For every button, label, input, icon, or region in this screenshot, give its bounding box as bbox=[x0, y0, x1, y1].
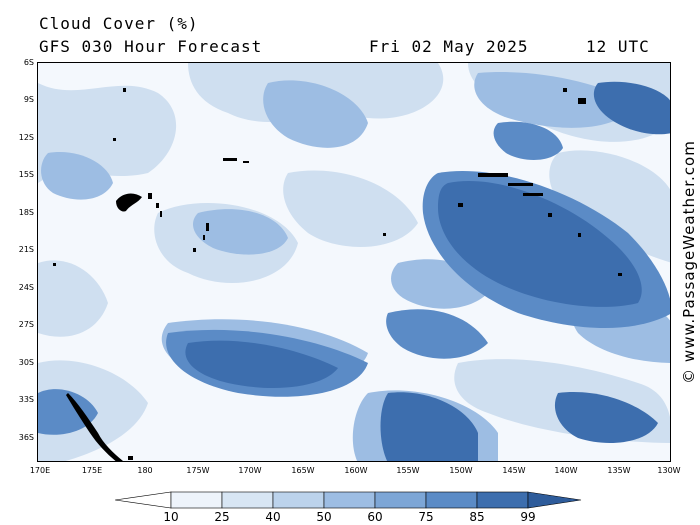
legend-color-cell bbox=[221, 491, 274, 509]
legend-label: 60 bbox=[367, 510, 383, 524]
cloud-field bbox=[38, 63, 670, 461]
island bbox=[206, 223, 209, 231]
island bbox=[578, 233, 581, 237]
legend-label: 25 bbox=[214, 510, 230, 524]
lon-label: 130W bbox=[657, 466, 681, 475]
island bbox=[156, 203, 159, 208]
lon-label: 150W bbox=[449, 466, 473, 475]
island bbox=[383, 233, 386, 236]
lon-label: 160W bbox=[344, 466, 368, 475]
island bbox=[203, 235, 205, 240]
island bbox=[148, 193, 152, 199]
lat-label: 15S bbox=[18, 170, 34, 179]
lat-label: 36S bbox=[18, 433, 34, 442]
legend-color-cell bbox=[425, 491, 478, 509]
marquesas-island bbox=[578, 98, 586, 104]
island bbox=[123, 88, 126, 92]
island bbox=[458, 203, 463, 207]
island bbox=[548, 213, 552, 217]
forecast-subtitle: GFS 030 Hour Forecast bbox=[39, 37, 263, 56]
island bbox=[618, 273, 622, 276]
lat-label: 6S bbox=[23, 58, 34, 67]
lat-label: 27S bbox=[18, 320, 34, 329]
island bbox=[128, 456, 133, 460]
map-title: Cloud Cover (%) bbox=[39, 14, 199, 33]
lat-label: 30S bbox=[18, 358, 34, 367]
island bbox=[160, 211, 162, 217]
legend-left-arrow bbox=[115, 491, 172, 509]
legend-label: 10 bbox=[163, 510, 179, 524]
legend-cells bbox=[170, 491, 529, 509]
color-legend bbox=[115, 491, 582, 509]
cloud-cover-map bbox=[37, 62, 671, 462]
lat-label: 9S bbox=[23, 95, 34, 104]
legend-label: 40 bbox=[265, 510, 281, 524]
lat-label: 21S bbox=[18, 245, 34, 254]
legend-label: 50 bbox=[316, 510, 332, 524]
lon-label: 180 bbox=[137, 466, 153, 475]
lon-label: 170W bbox=[238, 466, 262, 475]
island bbox=[53, 263, 56, 266]
lat-label: 24S bbox=[18, 283, 34, 292]
legend-color-cell bbox=[374, 491, 427, 509]
legend-color-cell bbox=[476, 491, 529, 509]
lat-label: 33S bbox=[18, 395, 34, 404]
legend-label: 75 bbox=[418, 510, 434, 524]
marquesas-island bbox=[563, 88, 567, 92]
legend-color-cell bbox=[323, 491, 376, 509]
samoa-island bbox=[243, 161, 249, 163]
legend-label: 99 bbox=[520, 510, 536, 524]
lon-label: 170E bbox=[29, 466, 51, 475]
lat-label: 18S bbox=[18, 208, 34, 217]
lon-label: 175E bbox=[81, 466, 103, 475]
lon-label: 140W bbox=[554, 466, 578, 475]
fiji-island bbox=[116, 193, 142, 212]
legend-right-arrow bbox=[527, 491, 582, 509]
lat-label: 12S bbox=[18, 133, 34, 142]
forecast-date: Fri 02 May 2025 bbox=[369, 37, 529, 56]
island bbox=[113, 138, 116, 141]
lon-label: 145W bbox=[502, 466, 526, 475]
forecast-time: 12 UTC bbox=[586, 37, 650, 56]
lon-label: 165W bbox=[291, 466, 315, 475]
tuamotu-island bbox=[523, 193, 543, 196]
lon-label: 155W bbox=[396, 466, 420, 475]
tuamotu-island bbox=[478, 173, 508, 177]
land-islands bbox=[53, 88, 622, 461]
lon-label: 135W bbox=[607, 466, 631, 475]
credit-watermark: © www.PassageWeather.com bbox=[680, 140, 698, 384]
new-zealand-coast bbox=[66, 393, 123, 461]
lon-label: 175W bbox=[186, 466, 210, 475]
legend-color-cell bbox=[272, 491, 325, 509]
tuamotu-island bbox=[508, 183, 533, 186]
island bbox=[193, 248, 196, 252]
samoa-island bbox=[223, 158, 237, 161]
cloud-darkest bbox=[185, 81, 670, 461]
legend-color-cell bbox=[170, 491, 223, 509]
legend-label: 85 bbox=[469, 510, 485, 524]
